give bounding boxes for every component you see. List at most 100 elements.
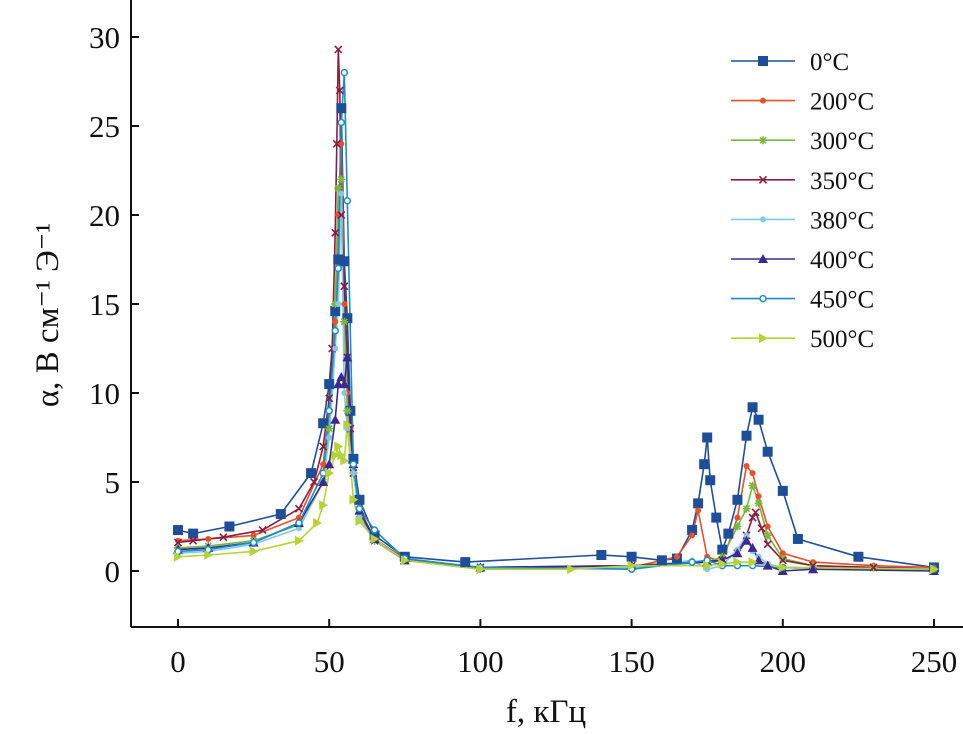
data-point: [337, 175, 346, 184]
data-point: [332, 345, 339, 352]
data-point: [626, 551, 637, 562]
data-point: [318, 418, 329, 429]
data-point: [326, 434, 333, 441]
legend-swatch-marker: [759, 294, 767, 303]
data-point: [175, 537, 181, 544]
data-point: [567, 564, 577, 575]
data-point: [205, 535, 212, 542]
data-point: [340, 317, 349, 326]
data-point: [748, 513, 757, 522]
legend-label: 500°C: [810, 326, 874, 353]
x-axis-title: f, кГц: [506, 694, 586, 730]
data-point: [755, 493, 762, 500]
data-point: [334, 184, 343, 193]
data-point: [306, 468, 317, 479]
data-point: [331, 450, 341, 461]
data-point: [717, 544, 728, 555]
data-point: [763, 540, 772, 549]
series-markers: [173, 45, 939, 575]
data-point: [343, 420, 353, 431]
legend-label: 350°C: [810, 168, 874, 195]
data-point: [733, 522, 742, 531]
data-point: [699, 459, 710, 470]
data-point: [188, 528, 199, 539]
data-point: [853, 551, 864, 562]
data-point: [173, 525, 183, 536]
data-point: [294, 535, 304, 546]
data-point: [174, 551, 183, 562]
data-point: [757, 524, 766, 533]
data-point: [335, 301, 342, 307]
data-point: [354, 494, 365, 505]
data-point: [318, 477, 329, 486]
data-point: [762, 446, 773, 457]
data-point: [754, 499, 763, 508]
data-point: [748, 557, 758, 568]
data-point: [336, 103, 347, 114]
data-point: [350, 470, 357, 477]
data-point: [250, 532, 257, 539]
data-point: [753, 414, 764, 425]
data-point: [332, 318, 339, 325]
data-point: [332, 139, 341, 148]
data-point: [343, 406, 352, 415]
data-point: [339, 256, 350, 267]
data-point: [330, 414, 341, 424]
legend-item: 200°C: [731, 89, 874, 116]
data-point: [340, 282, 349, 291]
data-point: [348, 453, 359, 464]
data-point: [341, 390, 348, 396]
x-tick-label: 150: [608, 644, 655, 679]
data-point: [337, 450, 347, 461]
data-point: [224, 521, 235, 532]
data-point: [334, 441, 344, 452]
data-point: [325, 394, 334, 403]
legend-label: 400°C: [810, 247, 874, 274]
data-point: [355, 516, 365, 527]
legend-item: 400°C: [731, 247, 874, 274]
data-point: [743, 462, 750, 469]
data-point: [747, 402, 758, 413]
x-tick-label: 100: [457, 644, 504, 679]
legend-swatch-marker: [760, 216, 766, 223]
legend-label: 300°C: [810, 128, 874, 155]
y-ticks: 0 5 10 15 20 25 30: [89, 20, 139, 589]
series-line-2: [177, 178, 935, 570]
series-line-7: [177, 424, 935, 570]
data-point: [869, 563, 878, 572]
data-point: [732, 494, 743, 505]
legend-swatch-marker: [759, 333, 768, 344]
data-point: [778, 556, 787, 565]
data-point: [342, 313, 353, 324]
data-point: [808, 564, 819, 574]
data-point: [741, 430, 752, 441]
data-point: [204, 549, 214, 560]
data-point: [703, 560, 713, 571]
data-point: [596, 549, 607, 560]
legend-swatch-marker: [758, 56, 768, 66]
data-point: [695, 507, 702, 514]
data-point: [338, 190, 345, 197]
data-point: [189, 536, 198, 545]
data-point: [325, 468, 335, 479]
data-point: [331, 326, 339, 335]
data-point: [335, 86, 344, 95]
y-tick-label: 25: [89, 109, 120, 144]
data-point: [749, 470, 756, 477]
data-point: [370, 533, 380, 544]
data-point: [310, 477, 319, 487]
data-point: [687, 525, 698, 536]
legend-item: 350°C: [731, 168, 874, 195]
data-point: [337, 118, 346, 127]
data-point: [334, 45, 343, 54]
data-point: [349, 460, 358, 468]
data-point: [732, 548, 743, 558]
data-point: [718, 558, 728, 569]
data-point: [325, 424, 334, 433]
data-point: [337, 210, 346, 220]
data-point: [324, 379, 335, 390]
data-point: [355, 504, 364, 513]
x-tick-label: 200: [760, 644, 807, 679]
data-point: [324, 459, 335, 469]
data-point: [705, 475, 716, 486]
